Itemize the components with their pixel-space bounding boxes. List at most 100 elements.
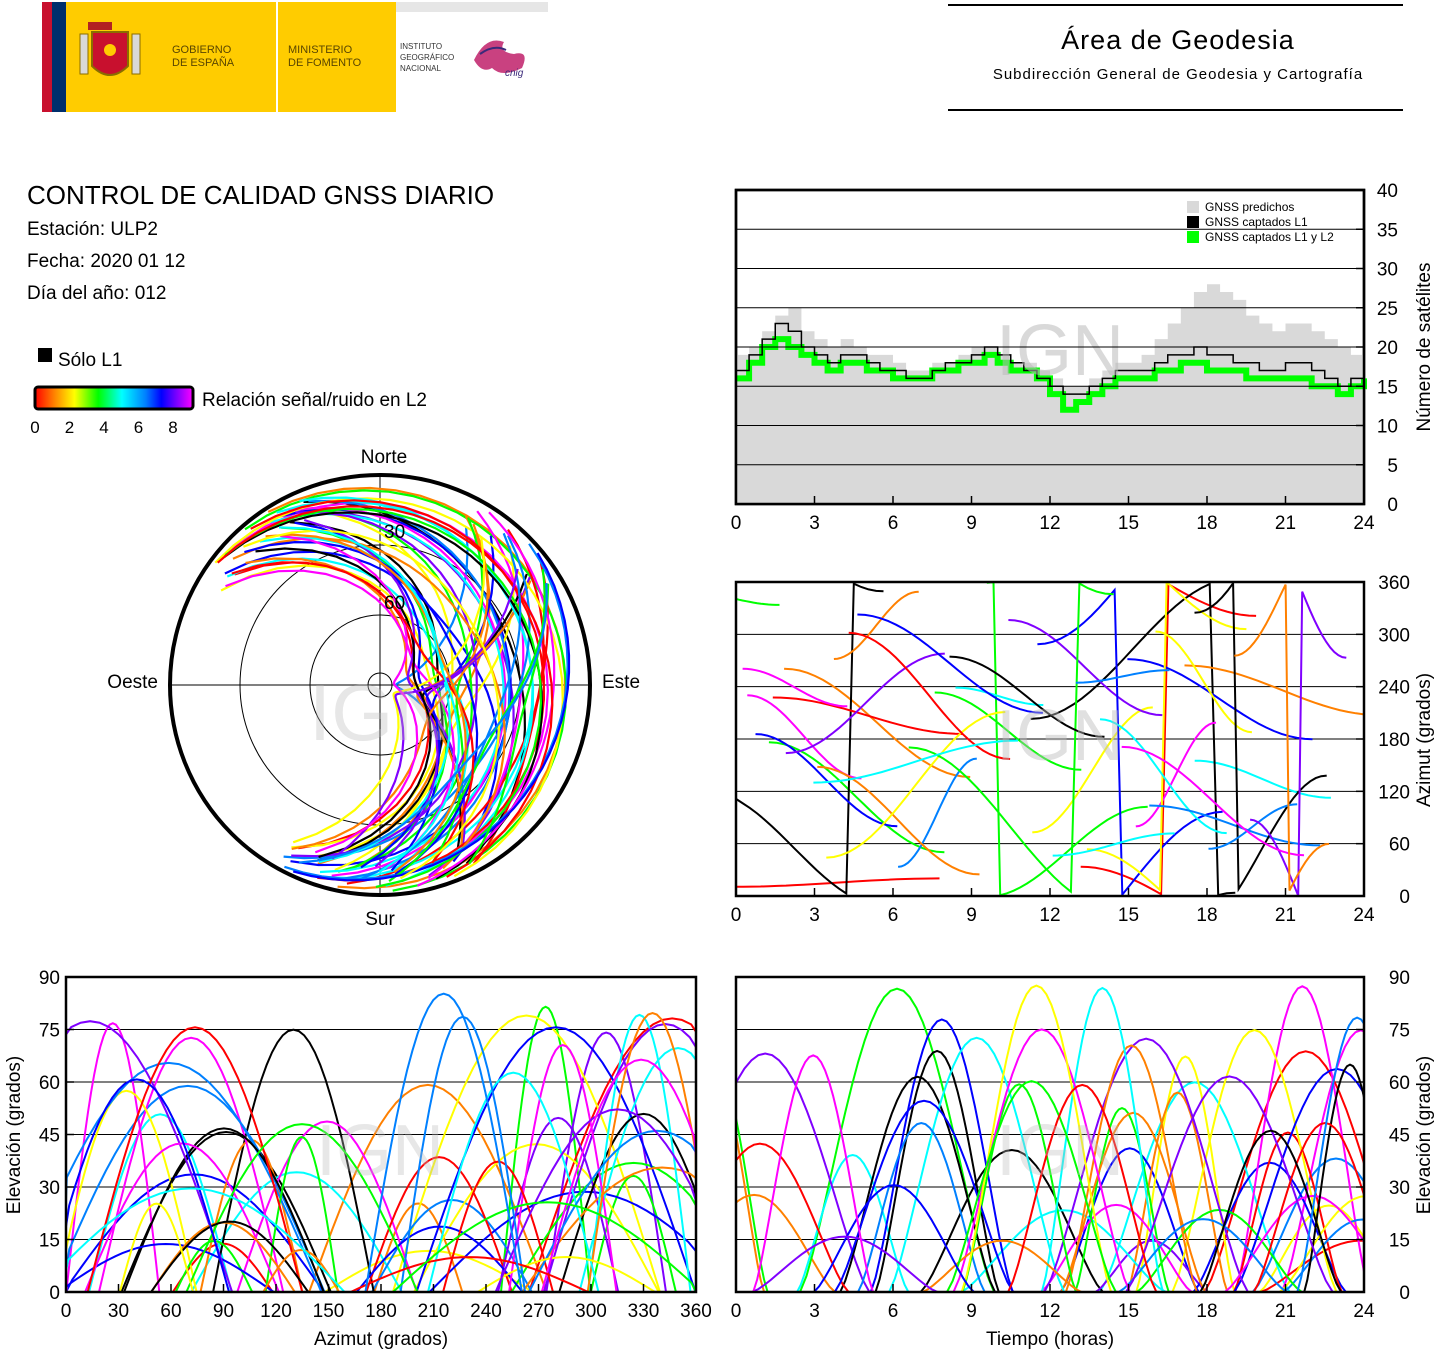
elevation-track (190, 1171, 403, 1293)
sky-track (303, 518, 439, 868)
azimuth-track (949, 655, 1105, 738)
elevation-time-track (1007, 1083, 1158, 1292)
x-tick-90: 90 (213, 1301, 234, 1322)
cnig-logo-icon (474, 40, 525, 73)
elevation-time-track (1064, 1044, 1198, 1292)
sky-track (243, 529, 501, 880)
x-tick-330: 330 (628, 1301, 660, 1322)
azimuth-track (1075, 669, 1170, 684)
y-axis-label: Número de satélites (1414, 263, 1435, 432)
ministry-line1: MINISTERIO (288, 44, 353, 56)
elevation-time-track (1251, 1157, 1364, 1292)
y-tick-120: 120 (1378, 782, 1410, 803)
x-tick-0: 0 (731, 905, 742, 925)
x-tick-21: 21 (1275, 1301, 1296, 1322)
grid-lines (66, 1029, 696, 1240)
snr-colorbar (33, 385, 195, 411)
x-tick-180: 180 (365, 1301, 397, 1322)
area-subtitle: Subdirección General de Geodesia y Carto… (993, 66, 1363, 83)
elevation-track (86, 1026, 304, 1293)
elevation-time-track (1199, 1129, 1342, 1292)
elevation-track (350, 1256, 589, 1293)
azimuth-track (1194, 582, 1327, 893)
x-tick-21: 21 (1275, 513, 1296, 534)
elevation-time-track (888, 1036, 1066, 1292)
azimuth-track (817, 765, 980, 876)
elevation-azimuth-chart: IGN 0 15 30 45 60 75 90 0 30 60 90 120 150 180 210 240 2… (4, 968, 712, 1350)
elevation-time-chart: IGN 0 15 30 45 60 75 90 0 3 6 9 12 15 18 21 24 Tiempo (… (731, 968, 1435, 1350)
y-tick-60: 60 (1389, 1073, 1410, 1094)
elevation-time-track (1125, 1075, 1334, 1292)
satellite-series (736, 284, 1367, 504)
institute-line3: NACIONAL (400, 64, 441, 73)
south-label: Sur (365, 909, 395, 930)
elevation-time-track (736, 1113, 769, 1292)
l1-only-label: Sólo L1 (58, 350, 122, 371)
elevation-track (65, 1089, 198, 1293)
elevation-time-tracks (736, 984, 1364, 1292)
x-tick-210: 210 (418, 1301, 450, 1322)
y-tick-60: 60 (1389, 835, 1410, 856)
y-tick-15: 15 (1389, 1231, 1410, 1252)
sky-track (283, 535, 531, 860)
snr-tick-6: 6 (134, 418, 143, 437)
y-tick-30: 30 (1377, 260, 1398, 281)
azimuth-chart: IGN 0 60 120 180 240 300 360 0 3 6 9 12 15 18 21 24 Azi… (731, 573, 1435, 925)
legend-swatch-0 (1187, 201, 1199, 213)
azimuth-track (736, 582, 884, 896)
doy-label: Día del año: 012 (27, 283, 167, 304)
x-tick-18: 18 (1196, 1301, 1217, 1322)
elevation-time-track (1135, 1055, 1236, 1292)
sky-track (358, 532, 522, 881)
ign-watermark: IGN (996, 311, 1124, 391)
azimuth-track (1052, 832, 1175, 857)
x-tick-15: 15 (1118, 905, 1139, 925)
sky-track (331, 568, 519, 860)
azimuth-track (826, 711, 1006, 859)
x-tick-240: 240 (470, 1301, 502, 1322)
ministry-line2: DE FOMENTO (288, 57, 362, 69)
elevation-time-track (960, 1209, 1167, 1292)
elevation-time-track (1040, 986, 1164, 1292)
x-tick-15: 15 (1118, 513, 1139, 534)
elevation-time-track (1059, 1147, 1200, 1292)
elevation-time-track (751, 1235, 939, 1292)
azimuth-track (813, 739, 1019, 784)
y-tick-0: 0 (1387, 495, 1398, 516)
sky-track (292, 552, 571, 882)
x-tick-24: 24 (1353, 1301, 1375, 1322)
x-tick-0: 0 (61, 1301, 72, 1322)
y-tick-15: 15 (1377, 377, 1398, 398)
elevation-time-track (1260, 1239, 1364, 1292)
elevation-track (123, 1127, 325, 1293)
elevation-time-track (1296, 1016, 1364, 1292)
y-tick-45: 45 (1389, 1126, 1410, 1147)
x-tick-18: 18 (1196, 513, 1217, 534)
report-title: CONTROL DE CALIDAD GNSS DIARIO (27, 180, 495, 210)
legend-label-0: GNSS predichos (1205, 200, 1294, 214)
x-tick-120: 120 (260, 1301, 292, 1322)
l1-only-swatch (38, 348, 52, 362)
azimuth-track (955, 686, 1044, 706)
ign-watermark: IGN (309, 668, 451, 757)
elevation-track (262, 1248, 340, 1293)
y-tick-0: 0 (1399, 1283, 1410, 1304)
elevation-time-track (869, 1018, 1014, 1292)
elevation-time-track (1118, 1218, 1288, 1292)
sky-track (317, 515, 491, 865)
azimuth-track (857, 613, 1043, 714)
elevation-time-track (833, 1099, 1015, 1292)
azimuth-track (772, 696, 964, 735)
sky-track (216, 505, 554, 878)
snr-tick-4: 4 (99, 418, 108, 437)
elevation-track (508, 1044, 618, 1293)
x-tick-3: 3 (809, 513, 820, 534)
elevation-time-track (1258, 1204, 1364, 1292)
y-tick-90: 90 (1389, 968, 1410, 989)
y-tick-40: 40 (1377, 181, 1398, 202)
sky-track (225, 569, 456, 870)
elevation-track (545, 1031, 667, 1293)
x-tick-12: 12 (1039, 1301, 1060, 1322)
sky-track (298, 582, 548, 864)
sky-track (284, 543, 569, 881)
